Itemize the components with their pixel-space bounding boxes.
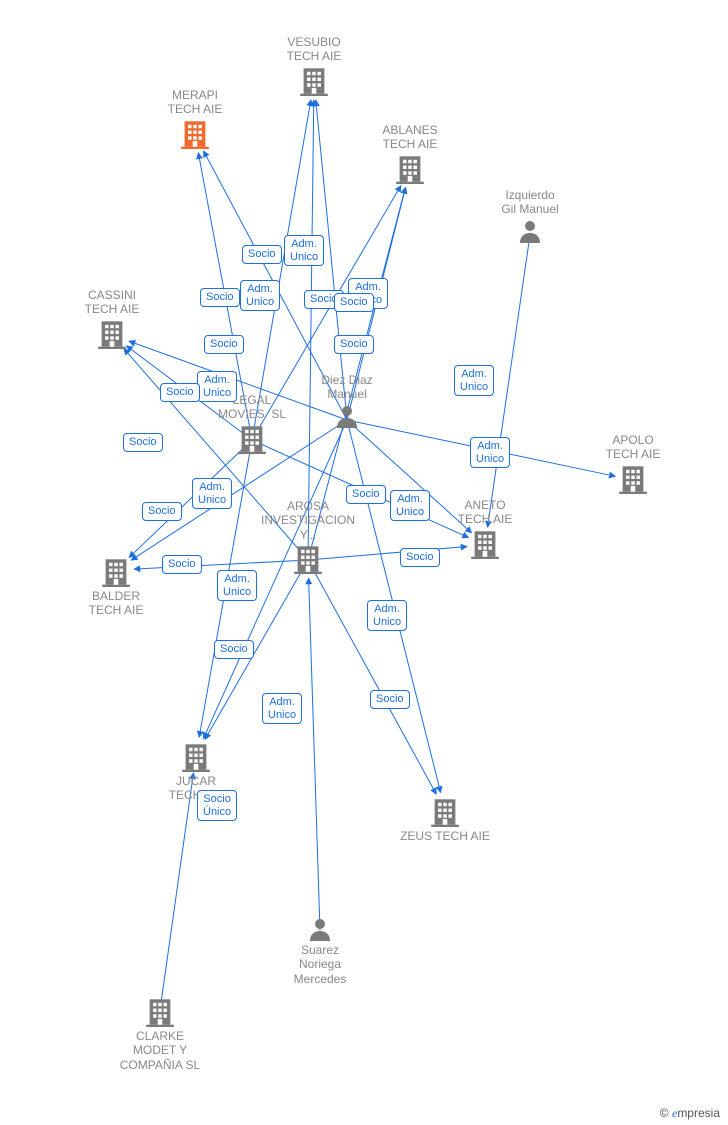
node-vesubio[interactable]: VESUBIO TECH AIE xyxy=(259,35,369,98)
edge xyxy=(160,773,193,1010)
edge-label: Adm. Unico xyxy=(262,693,302,724)
node-label: AROSA INVESTIGACION Y... xyxy=(253,499,363,542)
person-icon xyxy=(518,219,542,243)
node-merapi[interactable]: MERAPI TECH AIE xyxy=(140,88,250,151)
node-legal[interactable]: LEGAL MOVIES SL xyxy=(197,393,307,456)
edge xyxy=(309,578,320,930)
edge-label: Adm. Unico xyxy=(284,235,324,266)
node-izquierdo[interactable]: Izquierdo Gil Manuel xyxy=(475,188,585,245)
edge-label: Adm. Unico xyxy=(217,570,257,601)
logo-text: mpresia xyxy=(677,1106,720,1120)
building-icon xyxy=(181,119,209,149)
person-icon xyxy=(335,404,359,428)
node-label: Diez Diaz Manuel xyxy=(292,373,402,402)
edge-label: Adm. Unico xyxy=(367,600,407,631)
building-icon xyxy=(396,154,424,184)
edge-label: Adm. Unico xyxy=(197,371,237,402)
edge-label: Adm. Unico xyxy=(470,437,510,468)
building-icon xyxy=(431,797,459,827)
node-zeus[interactable]: ZEUS TECH AIE xyxy=(390,795,500,843)
edge-label: Socio xyxy=(123,433,163,452)
building-icon xyxy=(146,997,174,1027)
node-diez[interactable]: Diez Diaz Manuel xyxy=(292,373,402,430)
node-label: CASSINI TECH AIE xyxy=(57,288,167,317)
edge-label: Socio xyxy=(142,502,182,521)
edge-label: Socio xyxy=(214,640,254,659)
edge-label: Socio xyxy=(160,383,200,402)
edge-label: Socio xyxy=(162,555,202,574)
node-label: VESUBIO TECH AIE xyxy=(259,35,369,64)
building-icon xyxy=(98,319,126,349)
node-apolo[interactable]: APOLO TECH AIE xyxy=(578,433,688,496)
copyright-symbol: © xyxy=(660,1106,669,1120)
building-icon xyxy=(238,424,266,454)
building-icon xyxy=(471,529,499,559)
node-label: Izquierdo Gil Manuel xyxy=(475,188,585,217)
edge-label: Adm. Unico xyxy=(240,280,280,311)
edge-label: Adm. Unico xyxy=(454,365,494,396)
node-label: Suarez Noriega Mercedes xyxy=(265,943,375,986)
node-label: MERAPI TECH AIE xyxy=(140,88,250,117)
node-balder[interactable]: BALDER TECH AIE xyxy=(61,555,171,618)
building-icon xyxy=(102,557,130,587)
node-label: ANETO TECH AIE xyxy=(430,498,540,527)
node-label: ABLANES TECH AIE xyxy=(355,123,465,152)
edge xyxy=(308,100,314,560)
node-arosa[interactable]: AROSA INVESTIGACION Y... xyxy=(253,499,363,576)
edge-label: Adm. Unico xyxy=(390,490,430,521)
node-label: APOLO TECH AIE xyxy=(578,433,688,462)
edge-label: Socio xyxy=(346,485,386,504)
building-icon xyxy=(619,464,647,494)
edge xyxy=(308,560,436,794)
building-icon xyxy=(182,742,210,772)
edge-label: Socio xyxy=(200,288,240,307)
edge-label: Socio xyxy=(242,245,282,264)
building-icon xyxy=(294,544,322,574)
building-icon xyxy=(300,66,328,96)
edge-label: Adm. Unico xyxy=(192,478,232,509)
node-ablanes[interactable]: ABLANES TECH AIE xyxy=(355,123,465,186)
node-cassini[interactable]: CASSINI TECH AIE xyxy=(57,288,167,351)
node-label: BALDER TECH AIE xyxy=(61,589,171,618)
person-icon xyxy=(308,917,332,941)
edge-label: Socio xyxy=(370,690,410,709)
node-label: ZEUS TECH AIE xyxy=(390,829,500,843)
edge xyxy=(129,440,252,558)
node-suarez[interactable]: Suarez Noriega Mercedes xyxy=(265,915,375,986)
node-label: CLARKE MODET Y COMPAÑIA SL xyxy=(105,1029,215,1072)
copyright: © empresia xyxy=(660,1106,720,1121)
edge-label: Socio Único xyxy=(197,790,237,821)
edge-label: Socio xyxy=(204,335,244,354)
edge-label: Socio xyxy=(334,293,374,312)
node-clarke[interactable]: CLARKE MODET Y COMPAÑIA SL xyxy=(105,995,215,1072)
edge-label: Socio xyxy=(334,335,374,354)
node-aneto[interactable]: ANETO TECH AIE xyxy=(430,498,540,561)
edge-label: Socio xyxy=(400,548,440,567)
